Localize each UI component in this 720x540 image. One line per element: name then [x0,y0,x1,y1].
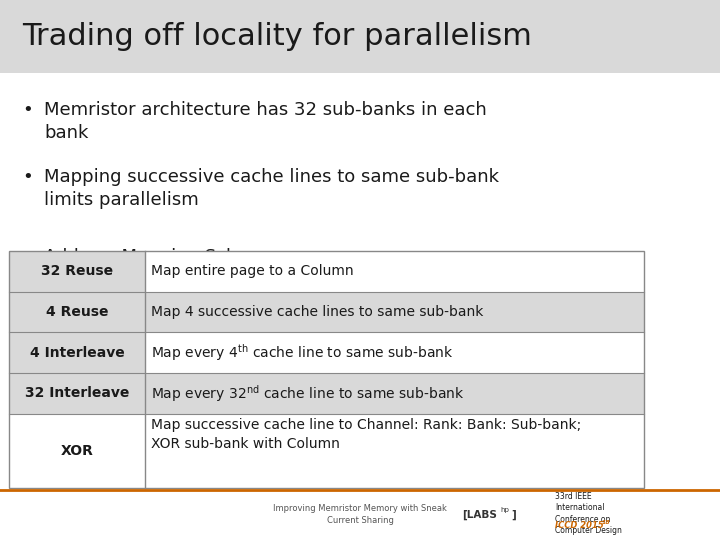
Text: Memristor architecture has 32 sub-banks in each
bank: Memristor architecture has 32 sub-banks … [44,101,487,142]
Text: •: • [22,101,32,119]
Text: Map every 32$^{\mathregular{nd}}$ cache line to same sub-bank: Map every 32$^{\mathregular{nd}}$ cache … [151,383,465,404]
Bar [9,373,145,414]
Text: Map successive cache line to Channel: Rank: Bank: Sub-bank;
XOR sub-bank with Co: Map successive cache line to Channel: Ra… [151,417,582,450]
Bar [145,373,644,414]
Bar [9,292,145,333]
Bar [145,333,644,373]
Text: Mapping successive cache lines to same sub-bank
limits parallelism: Mapping successive cache lines to same s… [44,168,499,209]
Text: Address Mapping Schemes: Address Mapping Schemes [44,248,287,266]
Text: Map every 4$^{\mathregular{th}}$ cache line to same sub-bank: Map every 4$^{\mathregular{th}}$ cache l… [151,342,454,363]
Text: •: • [22,168,32,186]
Text: 33rd IEEE
International
Conference on
Computer Design: 33rd IEEE International Conference on Co… [555,492,622,535]
Text: Improving Memristor Memory with Sneak
Current Sharing: Improving Memristor Memory with Sneak Cu… [273,504,447,525]
Text: XOR: XOR [60,444,94,458]
Text: Trading off locality for parallelism: Trading off locality for parallelism [22,22,532,51]
Bar [9,251,145,292]
Text: 18: 18 [602,520,611,525]
Bar [145,251,644,292]
Text: ICCD 2015: ICCD 2015 [555,521,604,530]
Bar [145,292,644,333]
Text: Map entire page to a Column: Map entire page to a Column [151,265,354,279]
Text: 4 Interleave: 4 Interleave [30,346,125,360]
Bar [0,0,720,73]
Text: •: • [22,248,32,266]
Bar [9,333,145,373]
Text: 32 Reuse: 32 Reuse [41,265,113,279]
Text: Map 4 successive cache lines to same sub-bank: Map 4 successive cache lines to same sub… [151,305,484,319]
Bar [9,251,644,488]
Text: [LABS: [LABS [462,510,497,520]
Text: ]: ] [511,510,516,520]
Text: 4 Reuse: 4 Reuse [46,305,108,319]
Bar [9,414,145,488]
Bar [145,414,644,488]
Text: hp: hp [500,507,509,513]
Text: 32 Interleave: 32 Interleave [24,386,129,400]
